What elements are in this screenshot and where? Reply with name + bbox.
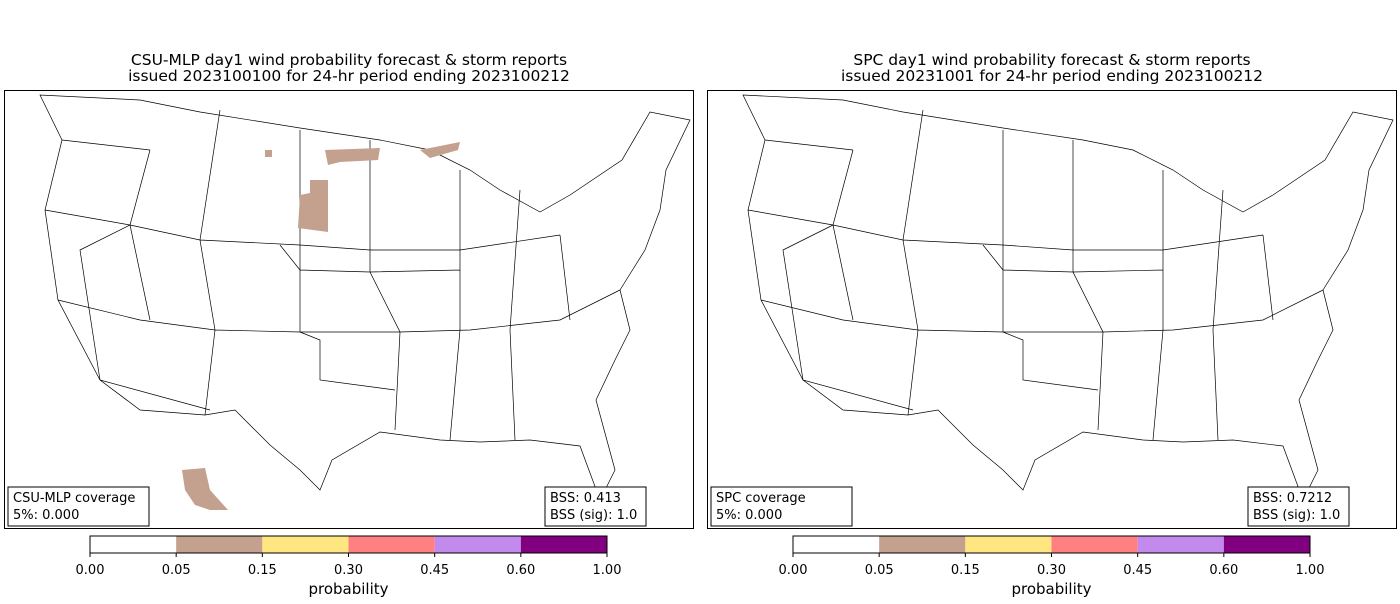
- map-panel: SPC day1 wind probability forecast & sto…: [708, 51, 1400, 598]
- colorbar-segment: [521, 536, 607, 553]
- colorbar-tick-label: 1.00: [1296, 563, 1325, 578]
- colorbar-tick-label: 0.05: [162, 563, 191, 578]
- colorbar-segment: [1224, 536, 1310, 553]
- coverage-text: 5%: 0.000: [13, 508, 79, 523]
- score-text: BSS (sig): 1.0: [1253, 508, 1340, 523]
- colorbar-tick-label: 0.60: [506, 563, 535, 578]
- coverage-text: SPC coverage: [716, 491, 806, 506]
- colorbar-segment: [793, 536, 879, 553]
- map-panel: CSU-MLP day1 wind probability forecast &…: [5, 51, 694, 598]
- probability-area: [420, 142, 460, 158]
- probability-area: [265, 150, 272, 157]
- colorbar-segment: [1052, 536, 1138, 553]
- colorbar-tick-label: 0.45: [420, 563, 449, 578]
- colorbar-tick-label: 0.00: [76, 563, 105, 578]
- colorbar-segment: [1138, 536, 1224, 553]
- colorbar-label: probability: [308, 580, 388, 598]
- colorbar-tick-label: 0.45: [1123, 563, 1152, 578]
- colorbar-segment: [879, 536, 965, 553]
- colorbar-segment: [965, 536, 1051, 553]
- colorbar-tick-label: 0.60: [1209, 563, 1238, 578]
- colorbar-label: probability: [1011, 580, 1091, 598]
- colorbar-tick-label: 0.05: [865, 563, 894, 578]
- colorbar-tick-label: 0.30: [1037, 563, 1066, 578]
- map-frame: [708, 91, 1397, 529]
- colorbar-tick-label: 0.15: [248, 563, 277, 578]
- score-text: BSS: 0.7212: [1253, 491, 1332, 506]
- colorbar-tick-label: 0.30: [334, 563, 363, 578]
- colorbar-tick-label: 1.00: [593, 563, 622, 578]
- panel-title: issued 20231001 for 24-hr period ending …: [841, 67, 1263, 85]
- probability-area: [298, 180, 328, 232]
- coverage-text: 5%: 0.000: [716, 508, 782, 523]
- colorbar-segment: [349, 536, 435, 553]
- panel-title: issued 2023100100 for 24-hr period endin…: [128, 67, 570, 85]
- score-text: BSS (sig): 1.0: [550, 508, 637, 523]
- probability-area: [182, 468, 228, 510]
- coverage-text: CSU-MLP coverage: [13, 491, 135, 506]
- colorbar-segment: [262, 536, 348, 553]
- score-text: BSS: 0.413: [550, 491, 621, 506]
- colorbar-segment: [435, 536, 521, 553]
- colorbar-segment: [176, 536, 262, 553]
- state-outlines: [743, 95, 1393, 500]
- colorbar-tick-label: 0.15: [951, 563, 980, 578]
- colorbar-segment: [90, 536, 176, 553]
- probability-area: [325, 148, 380, 165]
- colorbar-tick-label: 0.00: [779, 563, 808, 578]
